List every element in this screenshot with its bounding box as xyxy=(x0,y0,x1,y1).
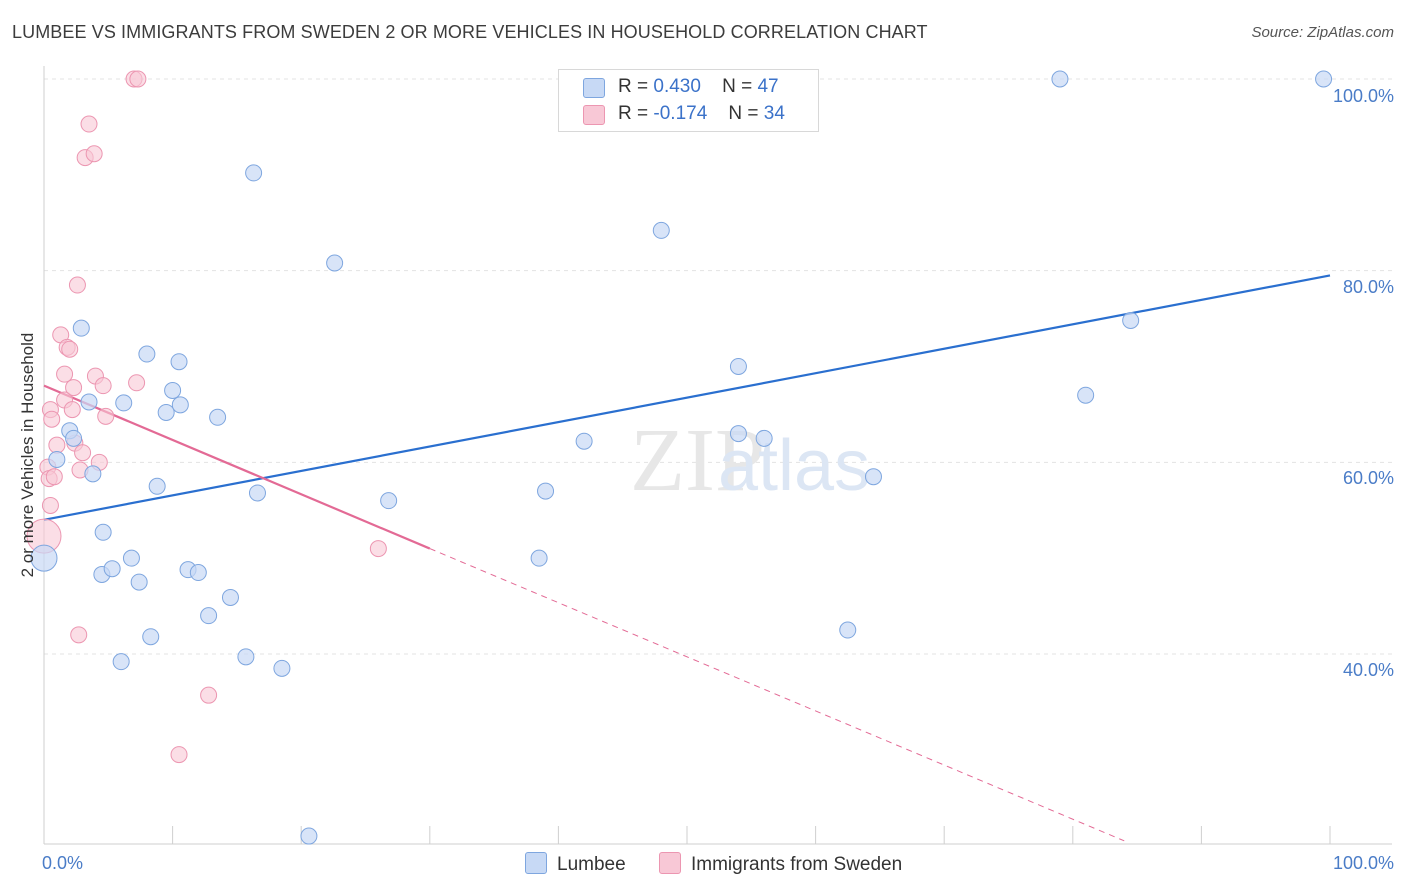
legend-r-label: R = xyxy=(618,76,649,97)
lumbee-point xyxy=(537,482,555,500)
lumbee-point xyxy=(200,607,218,625)
bottom-legend-sweden: Immigrants from Sweden xyxy=(659,852,902,876)
lumbee-point xyxy=(245,164,263,182)
sweden-point xyxy=(43,410,61,428)
lumbee-point xyxy=(65,429,83,447)
lumbee-point xyxy=(652,221,670,239)
sweden-swatch xyxy=(659,852,681,874)
chart-title: LUMBEE VS IMMIGRANTS FROM SWEDEN 2 OR MO… xyxy=(12,22,928,42)
lumbee-point xyxy=(864,468,882,486)
legend-r-value: -0.174 xyxy=(653,103,708,124)
lumbee-swatch xyxy=(525,852,547,874)
lumbee-point xyxy=(142,628,160,646)
lumbee-point xyxy=(839,621,857,639)
y-axis-label-wrap: 2 or more Vehicles in Household xyxy=(16,110,40,800)
sweden-point xyxy=(65,379,83,397)
lumbee-point xyxy=(755,429,773,447)
lumbee-point xyxy=(1077,386,1095,404)
lumbee-point xyxy=(729,425,747,443)
sweden-point xyxy=(94,377,112,395)
sweden-point xyxy=(48,436,66,454)
legend-n-label: N = xyxy=(728,103,759,124)
sweden-point xyxy=(170,746,188,764)
lumbee-point xyxy=(248,484,266,502)
legend-r-value: 0.430 xyxy=(653,76,701,97)
sweden-point xyxy=(61,340,79,358)
legend-r-label: R = xyxy=(618,103,649,124)
sweden-trend-line-extension xyxy=(429,548,1125,842)
bottom-legend-lumbee-label: Lumbee xyxy=(557,854,626,875)
lumbee-point xyxy=(221,588,239,606)
y-tick-80: 80.0% xyxy=(1342,277,1394,297)
sweden-point xyxy=(45,468,63,486)
source-label: Source: ZipAtlas.com xyxy=(1251,24,1394,41)
trend-lines xyxy=(43,274,1331,842)
x-tick-0: 0.0% xyxy=(42,853,84,873)
gridlines xyxy=(44,78,1392,655)
sweden-point xyxy=(80,115,98,133)
legend-n-value: 34 xyxy=(763,103,785,124)
lumbee-point xyxy=(273,659,291,677)
lumbee-point xyxy=(189,564,207,582)
lumbee-point xyxy=(112,653,130,671)
lumbee-point xyxy=(164,381,182,399)
lumbee-point xyxy=(80,393,98,411)
sweden-point xyxy=(128,374,146,392)
lumbee-point xyxy=(30,544,58,572)
legend-n-label: N = xyxy=(722,76,753,97)
sweden-point xyxy=(63,401,81,419)
lumbee-point xyxy=(103,560,121,578)
lumbee-point xyxy=(237,648,255,666)
lumbee-point xyxy=(170,353,188,371)
sweden-point xyxy=(68,276,86,294)
lumbee-point xyxy=(171,396,189,414)
sweden-point xyxy=(85,145,103,163)
lumbee-point xyxy=(122,549,140,567)
sweden-point xyxy=(70,626,88,644)
lumbee-point xyxy=(115,394,133,412)
lumbee-point xyxy=(1122,311,1140,329)
sweden-point xyxy=(74,444,92,462)
sweden-swatch xyxy=(583,105,605,125)
lumbee-point xyxy=(729,357,747,375)
x-tick-100: 100.0% xyxy=(1332,853,1394,873)
lumbee-point xyxy=(130,573,148,591)
lumbee-point xyxy=(1051,70,1069,88)
lumbee-trend-line xyxy=(43,274,1331,521)
lumbee-swatch xyxy=(583,78,605,98)
axes xyxy=(43,66,1392,845)
lumbee-point xyxy=(209,408,227,426)
y-axis-label: 2 or more Vehicles in Household xyxy=(18,332,37,578)
sweden-point xyxy=(200,686,218,704)
legend: R = 0.430 N = 47 R = -0.174 N = 34 xyxy=(558,69,819,132)
sweden-point xyxy=(129,70,147,88)
legend-n-value: 47 xyxy=(757,76,779,97)
y-tick-40: 40.0% xyxy=(1342,660,1394,680)
lumbee-point xyxy=(48,450,66,468)
sweden-points xyxy=(26,70,387,764)
lumbee-point xyxy=(157,403,175,421)
lumbee-point xyxy=(1315,70,1333,88)
bottom-legend-sweden-label: Immigrants from Sweden xyxy=(691,854,903,875)
lumbee-point xyxy=(530,549,548,567)
bottom-legend-lumbee: Lumbee xyxy=(525,852,626,876)
lumbee-point xyxy=(326,254,344,272)
lumbee-points xyxy=(30,70,1333,845)
sweden-point xyxy=(97,407,115,425)
lumbee-point xyxy=(575,432,593,450)
sweden-point xyxy=(41,496,59,514)
lumbee-point xyxy=(72,319,90,337)
lumbee-point xyxy=(148,477,166,495)
lumbee-point xyxy=(94,523,112,541)
sweden-point xyxy=(369,540,387,558)
y-tick-60: 60.0% xyxy=(1342,468,1394,488)
sweden-point xyxy=(56,365,74,383)
y-tick-100: 100.0% xyxy=(1332,86,1394,106)
lumbee-point xyxy=(380,492,398,510)
lumbee-point xyxy=(138,345,156,363)
lumbee-point xyxy=(84,465,102,483)
lumbee-point xyxy=(300,827,318,845)
